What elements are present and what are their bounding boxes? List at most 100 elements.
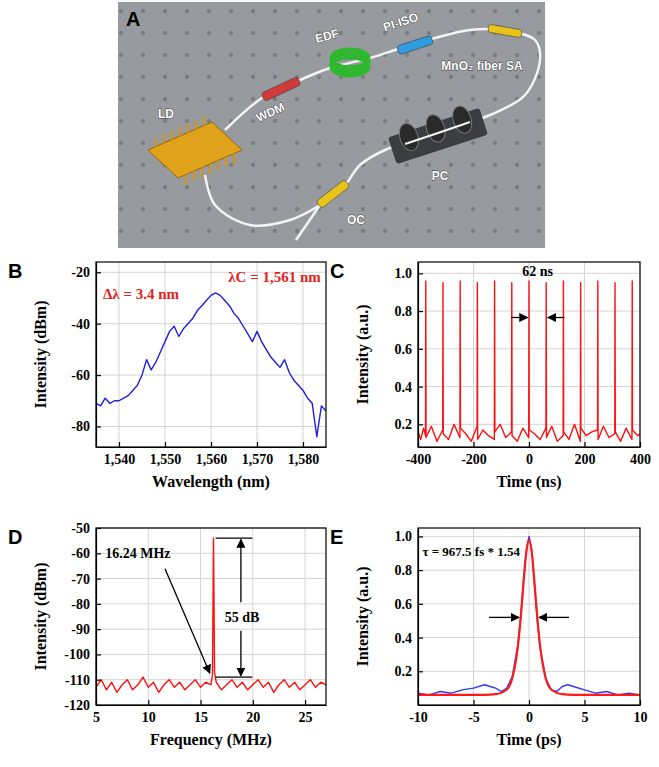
tick: 0.6 — [395, 597, 424, 612]
tick-label: -400 — [406, 452, 432, 467]
laser-diode — [148, 122, 242, 178]
arrow — [548, 317, 565, 318]
tick: -80 — [71, 597, 101, 612]
tick: 15 — [194, 700, 208, 725]
component-label: PI-ISO — [381, 10, 420, 34]
data-line — [96, 538, 326, 692]
tick-mark — [96, 604, 101, 605]
tick: -90 — [71, 622, 101, 637]
tick-label: 200 — [575, 452, 596, 467]
annotation: 16.24 MHz — [105, 546, 170, 561]
panel-letter: C — [330, 260, 344, 282]
x-axis-title: Frequency (MHz) — [150, 731, 272, 749]
axis-line — [96, 529, 97, 706]
tick: -60 — [71, 368, 101, 383]
tick: 0.6 — [395, 342, 424, 357]
tick-mark — [418, 424, 423, 425]
tick-label: -90 — [71, 622, 90, 637]
grid-line — [473, 262, 474, 447]
panel: 510152025-120-110-100-90-80-70-60-50Freq… — [32, 521, 327, 749]
component-label: WDM — [254, 100, 287, 125]
arrow — [489, 617, 519, 618]
tick-mark — [96, 324, 101, 325]
x-axis: 1,5401,5501,5601,5701,580 — [97, 442, 327, 467]
tick-mark — [418, 273, 423, 274]
tick: 25 — [299, 700, 313, 725]
tick-mark — [584, 700, 585, 705]
tick: -20 — [71, 265, 101, 280]
grid-line — [96, 603, 326, 604]
panel-letter: A — [126, 8, 140, 30]
tick-label: 10 — [634, 710, 648, 725]
pin — [225, 157, 227, 167]
tick: 0.2 — [395, 664, 424, 679]
tick-mark — [418, 637, 423, 638]
pin — [171, 131, 173, 140]
panel-letter: E — [330, 526, 343, 548]
tick-label: 1.0 — [395, 529, 413, 544]
tick-label: -60 — [71, 546, 90, 561]
component-label: MnO₂ fiber SA — [441, 59, 523, 73]
plot-area — [96, 538, 326, 692]
pin — [201, 168, 203, 178]
tick: 1,540 — [104, 442, 136, 467]
tick: 10 — [142, 700, 156, 725]
axis-line — [419, 705, 641, 706]
tick: -70 — [71, 572, 101, 587]
annotation: 62 ns — [522, 264, 553, 279]
grid — [418, 528, 640, 705]
grid-line — [257, 262, 258, 447]
tick: -50 — [71, 521, 101, 536]
tick: 1,560 — [196, 442, 228, 467]
grid — [96, 262, 326, 447]
fiber — [405, 122, 470, 144]
output-coupler — [316, 179, 350, 208]
tick-mark — [253, 700, 254, 705]
tick-label: -70 — [71, 572, 90, 587]
grid-line — [418, 671, 640, 672]
tick-mark — [96, 578, 101, 579]
tick-label: 1.0 — [395, 266, 413, 281]
tick: -100 — [64, 647, 101, 662]
tick-label: 0.2 — [395, 417, 413, 432]
arrow — [240, 540, 241, 603]
y-axis-title: Intensity (dBm) — [32, 300, 50, 408]
tick-label: 0 — [526, 452, 533, 467]
pin — [179, 127, 181, 136]
tick-mark — [96, 654, 101, 655]
component-label: EDF — [314, 26, 341, 46]
tick-mark — [529, 442, 530, 447]
tick-label: -80 — [71, 597, 90, 612]
tick-mark — [200, 700, 201, 705]
tick-mark — [418, 570, 423, 571]
annotation: Δλ = 3.4 nm — [103, 286, 180, 302]
tick-label: 25 — [299, 710, 313, 725]
grid-line — [211, 262, 212, 447]
tick-label: 0.4 — [395, 380, 413, 395]
tick: -60 — [71, 546, 101, 561]
axis-line — [96, 263, 97, 448]
x-axis-title: Wavelength (nm) — [152, 473, 270, 491]
x-axis-title: Time (ns) — [496, 473, 561, 491]
tick: 1,580 — [288, 442, 320, 467]
data-line — [418, 540, 640, 695]
tick-label: 1,570 — [242, 452, 274, 467]
pin — [209, 164, 211, 174]
grid — [418, 262, 640, 447]
tick-mark — [418, 349, 423, 350]
grid-line — [418, 570, 640, 571]
grid-line — [96, 654, 326, 655]
marker-line — [216, 537, 253, 538]
panel-a: LDWDMEDFPI-ISOMnO₂ fiber SAPCOCA — [118, 2, 545, 248]
plot-frame — [96, 262, 326, 447]
plot-frame — [96, 528, 326, 705]
tick-label: 0.8 — [395, 304, 413, 319]
tick: 200 — [575, 442, 596, 467]
tick-mark — [584, 442, 585, 447]
tick-mark — [305, 700, 306, 705]
tick: -5 — [468, 700, 480, 725]
annotation: 55 dB — [225, 610, 260, 625]
component-label: LD — [158, 107, 174, 121]
tick-label: 15 — [194, 710, 208, 725]
tick-mark — [96, 553, 101, 554]
